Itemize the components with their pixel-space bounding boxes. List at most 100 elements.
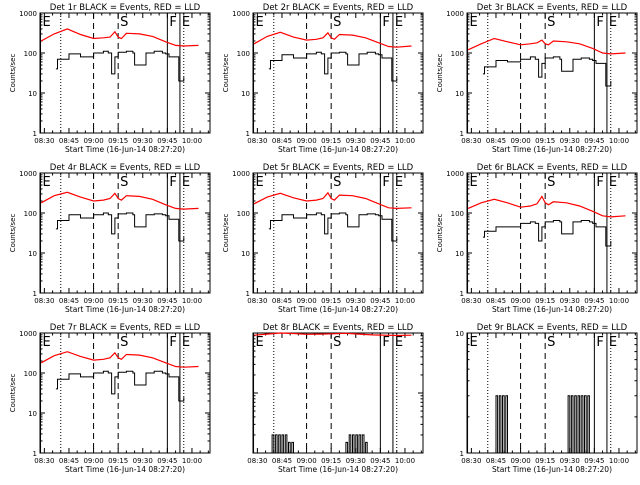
- x-tick-label: 09:30: [346, 297, 366, 305]
- y-tick-label: 100: [451, 210, 464, 218]
- y-tick-label: 100: [24, 50, 37, 58]
- x-tick-label: 10:00: [182, 297, 202, 305]
- x-tick-label: 08:30: [461, 297, 481, 305]
- series-events-line: [494, 395, 590, 454]
- x-tick-label: 09:00: [296, 137, 316, 145]
- marker-label: E: [395, 335, 403, 350]
- x-tick-label: 08:30: [34, 457, 54, 465]
- chart-panel-4: Det 4r BLACK = Events, RED = LLD 1 10 100 10…: [9, 163, 211, 314]
- x-tick-label: 08:45: [59, 137, 79, 145]
- x-tick-label: 09:45: [584, 137, 604, 145]
- x-tick-label: 08:30: [461, 137, 481, 145]
- marker-label: F: [382, 175, 389, 190]
- chart-panel-2: Det 2r BLACK = Events, RED = LLD 1 10 100 10…: [222, 3, 424, 154]
- y-tick-label: 1: [246, 290, 250, 298]
- x-tick-label: 09:00: [83, 137, 103, 145]
- y-axis-label: Counts/sec: [436, 54, 444, 93]
- series-events-line: [482, 56, 612, 87]
- marker-label: E: [395, 175, 403, 190]
- x-tick-label: 10:00: [182, 137, 202, 145]
- x-tick-label: 09:00: [296, 457, 316, 465]
- y-tick-label: 1: [33, 450, 37, 458]
- x-tick-label: 08:45: [59, 297, 79, 305]
- chart-title: Det 6r BLACK = Events, RED = LLD: [477, 163, 628, 173]
- x-tick-label: 09:45: [157, 137, 177, 145]
- chart-title: Det 8r BLACK = Events, RED = LLD: [263, 323, 414, 333]
- marker-label: E: [609, 175, 617, 190]
- marker-label: E: [256, 335, 264, 350]
- marker-label: E: [256, 175, 264, 190]
- x-tick-label: 09:00: [83, 297, 103, 305]
- x-tick-label: 09:45: [370, 297, 390, 305]
- marker-label: S: [333, 335, 341, 350]
- chart-title: Det 7r BLACK = Events, RED = LLD: [50, 323, 201, 333]
- series-events-line: [268, 212, 398, 242]
- marker-label: S: [333, 15, 341, 30]
- series-events-line: [270, 434, 368, 454]
- x-tick-label: 09:15: [535, 457, 555, 465]
- x-tick-label: 10:00: [395, 137, 415, 145]
- chart-title: Det 4r BLACK = Events, RED = LLD: [50, 163, 201, 173]
- x-tick-label: 09:15: [535, 137, 555, 145]
- x-axis-label: Start Time (16-Jun-14 08:27:20): [278, 145, 398, 154]
- marker-label: F: [382, 335, 389, 350]
- series-events-line: [55, 370, 185, 402]
- y-tick-label: 10: [28, 250, 37, 258]
- y-tick-label: 100: [24, 210, 37, 218]
- marker-label: S: [333, 175, 341, 190]
- y-axis-label: Counts/sec: [436, 214, 444, 253]
- marker-label: S: [120, 335, 128, 350]
- x-tick-label: 09:30: [133, 137, 153, 145]
- y-tick-label: 1000: [19, 330, 37, 338]
- x-tick-label: 08:45: [272, 457, 292, 465]
- x-tick-label: 09:15: [321, 137, 341, 145]
- y-tick-label: 10: [28, 410, 37, 418]
- x-tick-label: 09:30: [560, 297, 580, 305]
- y-tick-label: 10: [241, 250, 250, 258]
- marker-label: F: [169, 335, 176, 350]
- x-tick-label: 09:15: [108, 137, 128, 145]
- series-events-line: [482, 220, 612, 247]
- x-axis-label: Start Time (16-Jun-14 08:27:20): [492, 145, 612, 154]
- x-axis-label: Start Time (16-Jun-14 08:27:20): [492, 305, 612, 314]
- x-tick-label: 10:00: [609, 297, 629, 305]
- x-tick-label: 09:45: [584, 297, 604, 305]
- y-tick-label: 1: [460, 130, 464, 138]
- x-tick-label: 08:45: [272, 297, 292, 305]
- x-tick-label: 09:00: [510, 137, 530, 145]
- marker-label: E: [470, 175, 478, 190]
- x-tick-label: 09:30: [133, 457, 153, 465]
- x-axis-label: Start Time (16-Jun-14 08:27:20): [278, 305, 398, 314]
- marker-label: E: [43, 15, 51, 30]
- marker-label: E: [609, 15, 617, 30]
- x-axis-label: Start Time (16-Jun-14 08:27:20): [65, 145, 185, 154]
- chart-panel-5: Det 5r BLACK = Events, RED = LLD 1 10 100 10…: [222, 163, 424, 314]
- marker-label: E: [470, 335, 478, 350]
- x-axis-label: Start Time (16-Jun-14 08:27:20): [278, 465, 398, 474]
- plot-frame: [252, 12, 424, 134]
- series-events-line: [55, 212, 185, 242]
- y-tick-label: 10: [241, 90, 250, 98]
- x-tick-label: 08:30: [247, 297, 267, 305]
- x-tick-label: 09:30: [560, 137, 580, 145]
- series-lld-line: [40, 191, 199, 210]
- marker-label: F: [169, 175, 176, 190]
- x-tick-label: 08:30: [34, 137, 54, 145]
- x-tick-label: 10:00: [395, 457, 415, 465]
- marker-label: F: [382, 15, 389, 30]
- x-tick-label: 08:45: [486, 457, 506, 465]
- series-lld-line: [467, 37, 626, 55]
- marker-label: E: [182, 335, 190, 350]
- series-lld-line: [254, 332, 412, 337]
- x-tick-label: 10:00: [609, 457, 629, 465]
- chart-title: Det 2r BLACK = Events, RED = LLD: [263, 3, 414, 13]
- x-tick-label: 10:00: [609, 137, 629, 145]
- x-tick-label: 09:45: [370, 457, 390, 465]
- marker-label: E: [609, 335, 617, 350]
- chart-title: Det 1r BLACK = Events, RED = LLD: [50, 3, 201, 13]
- y-tick-label: 1: [246, 130, 250, 138]
- marker-label: S: [547, 335, 555, 350]
- plot-frame: [466, 172, 638, 294]
- x-tick-label: 10:00: [395, 297, 415, 305]
- x-axis-label: Start Time (16-Jun-14 08:27:20): [65, 305, 185, 314]
